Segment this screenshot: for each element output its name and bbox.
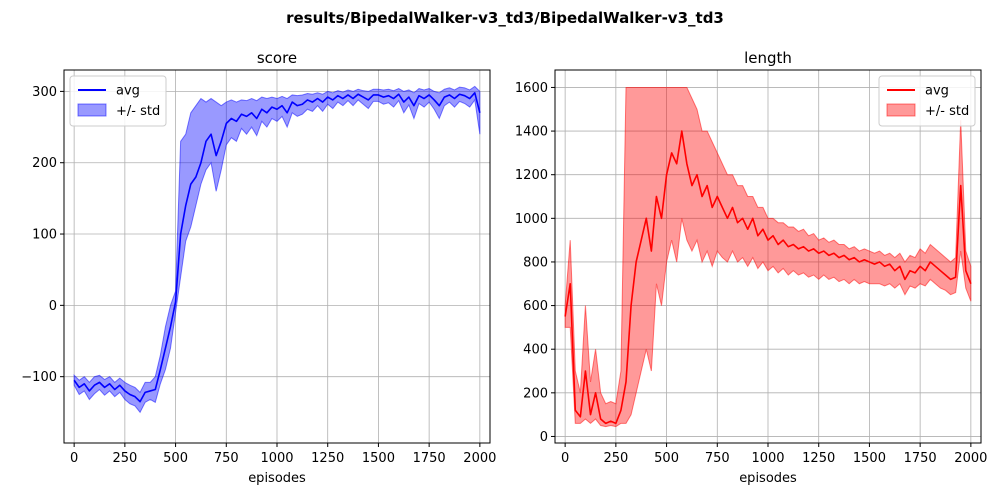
length-xtick-label: 1750	[904, 451, 937, 466]
length-axes: 0 250 500 750 1000 1250 1500 1750 2000 0 200 400 600…	[515, 49, 987, 486]
score-std-band	[73, 85, 481, 414]
score-xtick-label: 1250	[311, 451, 344, 466]
length-legend-std-label: +/- std	[925, 104, 969, 119]
length-avg-line	[564, 130, 972, 425]
score-ytick-label: −100	[21, 370, 57, 385]
length-xtick-label: 0	[561, 451, 569, 466]
length-ytick-label: 0	[540, 430, 548, 445]
length-xtick-label: 1500	[853, 451, 886, 466]
length-legend-std-swatch	[886, 103, 916, 117]
score-ytick-label: 0	[49, 299, 57, 314]
score-xtick-label: 500	[163, 451, 188, 466]
score-legend-std-label: +/- std	[116, 104, 160, 119]
score-ytick-label: 100	[32, 228, 57, 243]
score-xlabel: episodes	[248, 471, 306, 486]
score-legend-box	[69, 75, 167, 127]
score-axes-title: score	[257, 49, 297, 67]
length-ytick-label: 1400	[515, 125, 548, 140]
score-axes: 0 250 500 750 1000 1250 1500 1750 2000 −100 0 100 20…	[21, 49, 496, 486]
length-ytick-label: 400	[523, 343, 548, 358]
score-ytick-label: 300	[32, 85, 57, 100]
length-axes-title: length	[744, 49, 792, 67]
length-ytick-label: 1200	[515, 168, 548, 183]
score-avg-line	[73, 92, 481, 403]
length-xtick-label: 1000	[751, 451, 784, 466]
length-legend-avg-label: avg	[925, 84, 949, 99]
length-ytick-label: 600	[523, 299, 548, 314]
length-xtick-label: 2000	[954, 451, 987, 466]
length-ytick-label: 1000	[515, 212, 548, 227]
length-legend-box	[878, 75, 976, 127]
length-ytick-label: 200	[523, 386, 548, 401]
score-xtick-label: 250	[112, 451, 137, 466]
score-xtick-label: 750	[214, 451, 239, 466]
score-legend-std-swatch	[77, 103, 107, 117]
score-xtick-label: 1750	[413, 451, 446, 466]
score-xtick-label: 2000	[463, 451, 496, 466]
score-xtick-label: 1500	[362, 451, 395, 466]
length-xtick-label: 500	[654, 451, 679, 466]
length-xtick-label: 750	[705, 451, 730, 466]
length-xtick-label: 250	[603, 451, 628, 466]
length-xtick-label: 1250	[802, 451, 835, 466]
length-ytick-label: 1600	[515, 81, 548, 96]
length-xlabel: episodes	[739, 471, 797, 486]
score-xtick-label: 0	[70, 451, 78, 466]
figure-suptitle: results/BipedalWalker-v3_td3/BipedalWalk…	[286, 9, 724, 27]
length-ytick-label: 800	[523, 255, 548, 270]
score-legend-avg-label: avg	[116, 84, 140, 99]
score-ytick-label: 200	[32, 156, 57, 171]
score-xtick-label: 1000	[260, 451, 293, 466]
